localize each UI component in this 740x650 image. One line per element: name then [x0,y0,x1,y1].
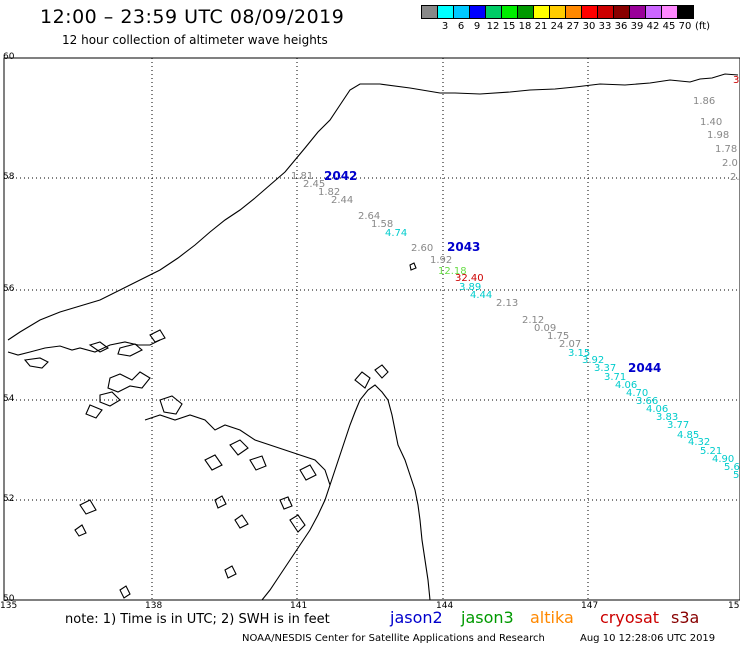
latitude-label: 50 [3,594,15,604]
wave-height-value: 4.32 [688,437,710,448]
wave-height-value: 3.83 [656,412,678,423]
satellite-name: s3a [671,608,700,627]
wave-height-value: 2. [730,172,740,183]
wave-height-value: 0.09 [534,323,556,334]
wave-height-value: 4.90 [712,454,734,465]
wave-height-value: 1.78 [715,144,737,155]
generated-timestamp: Aug 10 12:28:06 UTC 2019 [580,633,716,644]
latitude-label: 52 [3,494,15,504]
wave-height-value: 1.92 [430,255,452,266]
wave-height-value: 3.77 [667,420,689,431]
longitude-label: 150 [728,601,740,611]
legend-label: 45 [662,21,676,32]
wave-height-value: 1.81 [291,171,313,182]
wave-height-value: 2.60 [411,243,433,254]
latitude-label: 54 [3,394,15,404]
wave-height-value: 2.13 [496,298,518,309]
legend-label: 9 [473,21,481,32]
wave-height-value: 4.85 [677,430,699,441]
wave-height-value: 2.64 [358,211,380,222]
wave-height-value: 3.15 [568,348,590,359]
wave-height-value: 2.44 [331,195,353,206]
legend-label: 30 [582,21,596,32]
wave-height-value: 12.18 [438,266,467,277]
wave-height-value: 2.0 [722,158,738,169]
map-frame [3,57,740,601]
legend-label: 27 [566,21,580,32]
page-title: 12:00 – 23:59 UTC 08/09/2019 [40,6,345,28]
latitude-label: 58 [3,172,15,182]
legend-label: 70 [678,21,692,32]
wave-height-value: 32.40 [455,273,484,284]
page-subtitle: 12 hour collection of altimeter wave hei… [62,33,328,47]
color-scale-legend [421,5,694,19]
wave-height-value: 5.6 [724,462,740,473]
wave-height-value: 3.89 [459,282,481,293]
longitude-label: 135 [0,601,18,611]
wave-height-labels: 1.86 1.40 1.98 1.78 2.0 2. 1.812.451.822.44 2.6… [291,75,740,481]
legend-label: 36 [614,21,628,32]
wave-height-value: 2.12 [522,315,544,326]
satellite-name: jason3 [461,608,514,627]
wave-height-value: 5.21 [700,446,722,457]
wave-height-value: 1.82 [318,187,340,198]
wave-height-value: 4.06 [646,404,668,415]
wave-height-value: 1.75 [547,331,569,342]
wave-height-value: 3.37 [594,363,616,374]
wave-height-value: 4.06 [615,380,637,391]
legend-swatch [677,5,694,19]
latitude-label: 60 [3,52,15,62]
longitude-label: 147 [581,601,599,611]
footer-note: note: 1) Time is in UTC; 2) SWH is in fe… [65,612,330,627]
longitude-label: 144 [436,601,454,611]
longitude-label: 138 [145,601,163,611]
longitude-label: 141 [290,601,308,611]
satellite-name: cryosat [600,608,660,627]
pass-number: 2043 [447,240,480,254]
wave-height-value: 3.66 [636,396,658,407]
legend-label: 15 [502,21,516,32]
color-scale-labels: 3 6 9 12 15 18 21 24 27 30 33 36 39 42 45 70 (ft) [421,21,710,32]
legend-label: 6 [457,21,465,32]
satellite-name: altika [530,608,574,627]
legend-label: 24 [550,21,564,32]
wave-height-value: 5. [733,470,740,481]
legend-label: 18 [518,21,532,32]
wave-height-value: 2.45 [303,179,325,190]
pass-number-labels: 2042 2043 2044 [324,169,661,375]
legend-label: 33 [598,21,612,32]
legend-label: 42 [646,21,660,32]
legend-label: 3 [441,21,449,32]
wave-height-value: 1.98 [707,130,729,141]
wave-height-value: 2.07 [559,339,581,350]
wave-height-value: 4.44 [470,290,492,301]
wave-height-value: 1.58 [371,219,393,230]
pass-number: 2044 [628,361,661,375]
legend-label: 39 [630,21,644,32]
legend-label: 21 [534,21,548,32]
lat-lon-grid [4,58,740,600]
wave-height-value: 4.70 [626,388,648,399]
wave-height-value: 3.92 [582,355,604,366]
wave-height-value: 3.71 [604,372,626,383]
coastline [7,73,739,601]
satellite-name: jason2 [390,608,443,627]
legend-unit: (ft) [695,21,711,32]
pass-number: 2042 [324,169,357,183]
wave-height-value: 1.86 [693,96,715,107]
wave-height-value: 4.74 [385,228,407,239]
credit-line: NOAA/NESDIS Center for Satellite Applica… [242,633,545,644]
wave-height-value: 3. [733,75,740,86]
wave-height-value: 1.40 [700,117,722,128]
latitude-label: 56 [3,284,15,294]
legend-label: 12 [486,21,500,32]
